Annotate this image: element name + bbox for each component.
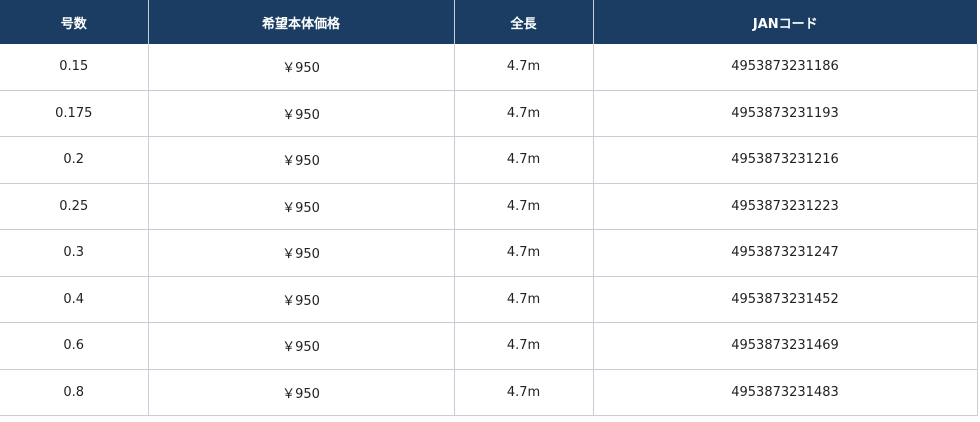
cell-price: ￥950	[148, 90, 455, 137]
cell-price: ￥950	[148, 369, 455, 416]
cell-jan-code: 4953873231469	[593, 322, 978, 370]
cell-price: ￥950	[148, 322, 455, 370]
cell-size: 0.6	[0, 322, 149, 370]
cell-size: 0.25	[0, 183, 149, 230]
cell-jan-code: 4953873231452	[593, 276, 978, 323]
header-jan-code: JANコード	[593, 0, 977, 44]
cell-size: 0.175	[0, 90, 149, 137]
cell-jan-code: 4953873231247	[593, 229, 978, 277]
cell-length: 4.7m	[454, 44, 594, 91]
table-row: 0.15 ￥950 4.7m 4953873231186	[0, 44, 978, 91]
cell-jan-code: 4953873231186	[593, 44, 978, 91]
cell-size: 0.4	[0, 276, 149, 323]
cell-length: 4.7m	[454, 322, 594, 370]
header-length: 全長	[454, 0, 594, 44]
cell-jan-code: 4953873231193	[593, 90, 978, 137]
header-size: 号数	[0, 0, 149, 44]
cell-price: ￥950	[148, 183, 455, 230]
header-price: 希望本体価格	[148, 0, 455, 44]
cell-size: 0.3	[0, 229, 149, 277]
cell-jan-code: 4953873231216	[593, 136, 978, 184]
cell-price: ￥950	[148, 276, 455, 323]
cell-price: ￥950	[148, 136, 455, 184]
cell-size: 0.15	[0, 44, 149, 91]
table-header: 号数 希望本体価格 全長 JANコード	[0, 0, 977, 44]
header-row: 号数 希望本体価格 全長 JANコード	[0, 0, 977, 44]
cell-length: 4.7m	[454, 183, 594, 230]
cell-length: 4.7m	[454, 276, 594, 323]
cell-size: 0.2	[0, 136, 149, 184]
table-row: 0.4 ￥950 4.7m 4953873231452	[0, 276, 978, 323]
table-row: 0.2 ￥950 4.7m 4953873231216	[0, 136, 978, 184]
cell-jan-code: 4953873231223	[593, 183, 978, 230]
cell-size: 0.8	[0, 369, 149, 416]
cell-price: ￥950	[148, 44, 455, 91]
table-row: 0.8 ￥950 4.7m 4953873231483	[0, 369, 978, 416]
table-row: 0.6 ￥950 4.7m 4953873231469	[0, 322, 978, 370]
cell-jan-code: 4953873231483	[593, 369, 978, 416]
cell-length: 4.7m	[454, 369, 594, 416]
table-row: 0.175 ￥950 4.7m 4953873231193	[0, 90, 978, 137]
cell-length: 4.7m	[454, 136, 594, 184]
table-row: 0.25 ￥950 4.7m 4953873231223	[0, 183, 978, 230]
cell-price: ￥950	[148, 229, 455, 277]
table-body: 0.15 ￥950 4.7m 4953873231186 0.175 ￥950 4.7m 49…	[0, 44, 978, 416]
cell-length: 4.7m	[454, 90, 594, 137]
cell-length: 4.7m	[454, 229, 594, 277]
table-row: 0.3 ￥950 4.7m 4953873231247	[0, 229, 978, 277]
